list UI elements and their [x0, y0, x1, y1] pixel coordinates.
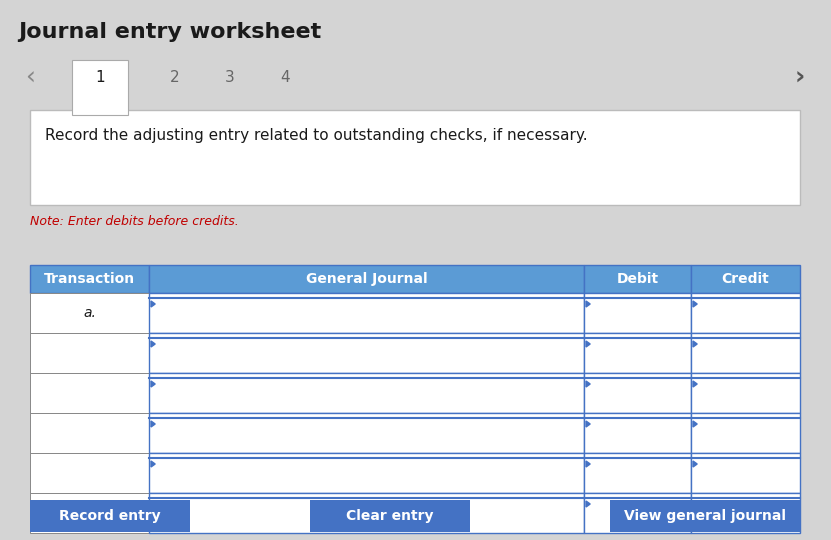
Polygon shape [586, 301, 590, 307]
FancyBboxPatch shape [149, 265, 584, 293]
FancyBboxPatch shape [584, 493, 691, 533]
FancyBboxPatch shape [691, 453, 800, 493]
Polygon shape [693, 421, 697, 427]
FancyBboxPatch shape [30, 333, 149, 373]
FancyBboxPatch shape [30, 413, 149, 453]
Text: 4: 4 [280, 71, 290, 85]
Polygon shape [693, 301, 697, 307]
FancyBboxPatch shape [30, 293, 149, 333]
Text: General Journal: General Journal [306, 272, 427, 286]
Polygon shape [151, 461, 155, 467]
FancyBboxPatch shape [30, 493, 149, 533]
Text: ‹: ‹ [25, 66, 35, 90]
Polygon shape [586, 501, 590, 507]
FancyBboxPatch shape [30, 265, 149, 293]
Text: a.: a. [83, 306, 96, 320]
FancyBboxPatch shape [149, 413, 584, 453]
FancyBboxPatch shape [30, 110, 800, 205]
Polygon shape [151, 421, 155, 427]
FancyBboxPatch shape [149, 293, 584, 333]
Polygon shape [151, 301, 155, 307]
Polygon shape [693, 501, 697, 507]
Text: Debit: Debit [617, 272, 658, 286]
Text: View general journal: View general journal [624, 509, 786, 523]
Text: 2: 2 [170, 71, 179, 85]
FancyBboxPatch shape [691, 333, 800, 373]
FancyBboxPatch shape [584, 333, 691, 373]
Polygon shape [693, 381, 697, 387]
FancyBboxPatch shape [30, 500, 190, 532]
Text: Clear entry: Clear entry [347, 509, 434, 523]
Polygon shape [586, 341, 590, 347]
FancyBboxPatch shape [149, 493, 584, 533]
FancyBboxPatch shape [149, 373, 584, 413]
Text: Transaction: Transaction [44, 272, 135, 286]
Polygon shape [586, 381, 590, 387]
Text: Note: Enter debits before credits.: Note: Enter debits before credits. [30, 215, 238, 228]
Polygon shape [586, 421, 590, 427]
FancyBboxPatch shape [584, 265, 691, 293]
Text: ›: › [795, 66, 805, 90]
FancyBboxPatch shape [691, 493, 800, 533]
Polygon shape [586, 461, 590, 467]
Text: 3: 3 [225, 71, 235, 85]
Polygon shape [151, 501, 155, 507]
FancyBboxPatch shape [584, 413, 691, 453]
FancyBboxPatch shape [30, 373, 149, 413]
FancyBboxPatch shape [584, 373, 691, 413]
Text: Credit: Credit [721, 272, 770, 286]
Polygon shape [693, 461, 697, 467]
Text: 1: 1 [96, 71, 105, 85]
FancyBboxPatch shape [72, 60, 128, 115]
Polygon shape [151, 341, 155, 347]
FancyBboxPatch shape [584, 453, 691, 493]
FancyBboxPatch shape [691, 413, 800, 453]
FancyBboxPatch shape [30, 453, 149, 493]
Polygon shape [151, 381, 155, 387]
FancyBboxPatch shape [691, 265, 800, 293]
Text: Journal entry worksheet: Journal entry worksheet [18, 22, 322, 42]
Polygon shape [693, 341, 697, 347]
FancyBboxPatch shape [691, 293, 800, 333]
Text: Record entry: Record entry [59, 509, 161, 523]
FancyBboxPatch shape [610, 500, 800, 532]
FancyBboxPatch shape [310, 500, 470, 532]
FancyBboxPatch shape [691, 373, 800, 413]
Text: Record the adjusting entry related to outstanding checks, if necessary.: Record the adjusting entry related to ou… [45, 128, 588, 143]
FancyBboxPatch shape [149, 333, 584, 373]
FancyBboxPatch shape [584, 293, 691, 333]
FancyBboxPatch shape [149, 453, 584, 493]
FancyBboxPatch shape [0, 55, 831, 105]
